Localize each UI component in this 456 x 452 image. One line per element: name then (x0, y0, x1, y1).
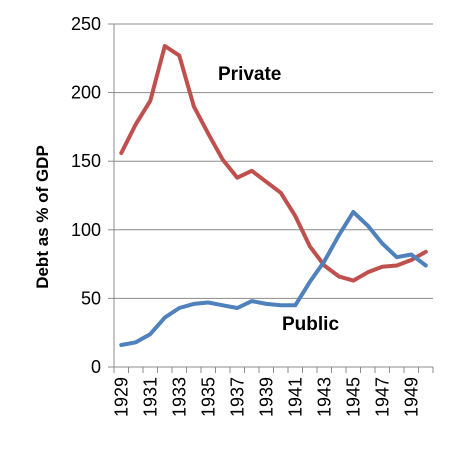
series-label-public: Public (282, 314, 339, 335)
y-tick-label: 50 (81, 288, 101, 308)
series-line-public (119, 210, 428, 347)
y-tick-labels: 0 50 100 150 200 250 (71, 14, 101, 377)
x-tick-label: 1933 (169, 377, 189, 417)
x-tick-label: 1941 (285, 377, 305, 417)
gridlines (114, 23, 433, 299)
x-tick-label: 1945 (343, 377, 363, 417)
y-tick-label: 250 (71, 14, 101, 34)
y-tick-label: 200 (71, 83, 101, 103)
series-lines (119, 44, 428, 347)
x-tick-label: 1929 (111, 377, 131, 417)
series-line-private (119, 44, 428, 283)
y-tick-label: 0 (91, 357, 101, 377)
x-tick-label: 1947 (372, 377, 392, 417)
y-tick-label: 100 (71, 220, 101, 240)
x-tick-label: 1943 (314, 377, 334, 417)
x-tick-label: 1931 (140, 377, 160, 417)
x-tick-label: 1939 (256, 377, 276, 417)
x-tick-label: 1949 (401, 377, 421, 417)
y-tick-label: 150 (71, 151, 101, 171)
y-axis-label: Debt as % of GDP (33, 145, 52, 289)
series-label-private: Private (218, 64, 281, 85)
x-tick-label: 1937 (227, 377, 247, 417)
axes (108, 23, 434, 373)
x-tick-labels: 1929 1931 1933 1935 1937 1939 1941 1943 1945 1947… (111, 377, 421, 417)
x-tick-label: 1935 (198, 377, 218, 417)
